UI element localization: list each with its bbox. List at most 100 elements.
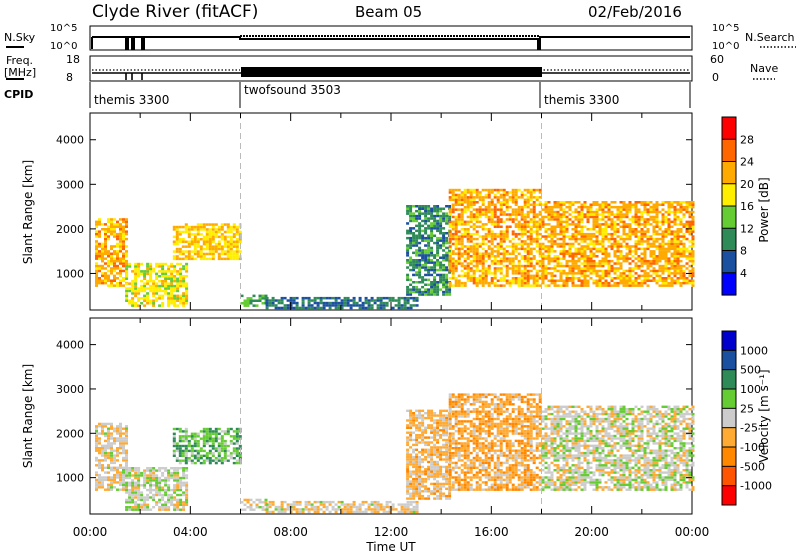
range-gate-cell	[226, 223, 230, 226]
range-gate-cell	[152, 469, 156, 472]
range-gate-cell	[190, 452, 194, 455]
range-gate-cell	[490, 220, 494, 224]
range-gate-cell	[439, 434, 443, 437]
range-gate-cell	[134, 506, 138, 509]
range-gate-cell	[246, 304, 250, 307]
range-gate-cell	[128, 469, 132, 472]
range-gate-cell	[577, 269, 581, 273]
range-gate-cell	[220, 439, 224, 443]
range-gate-cell	[116, 449, 119, 452]
range-gate-cell	[652, 237, 656, 241]
range-gate-cell	[427, 224, 431, 228]
range-gate-cell	[556, 215, 560, 219]
range-gate-cell	[433, 261, 437, 264]
range-gate-cell	[268, 500, 272, 504]
range-gate-cell	[107, 218, 110, 221]
range-gate-cell	[98, 439, 101, 443]
range-gate-cell	[442, 239, 446, 242]
range-gate-cell	[370, 299, 374, 302]
range-gate-cell	[589, 272, 593, 275]
range-gate-cell	[487, 281, 491, 285]
range-gate-cell	[409, 217, 413, 220]
range-gate-cell	[220, 459, 224, 462]
range-gate-cell	[173, 488, 177, 492]
range-gate-cell	[170, 292, 174, 295]
range-gate-cell	[277, 301, 281, 305]
range-gate-cell	[125, 454, 128, 457]
range-gate-cell	[604, 279, 608, 282]
range-gate-cell	[164, 476, 168, 480]
range-gate-cell	[502, 188, 506, 192]
range-gate-cell	[352, 301, 356, 305]
range-gate-cell	[113, 461, 116, 465]
range-gate-cell	[319, 500, 323, 504]
range-gate-cell	[116, 235, 119, 238]
range-gate-cell	[208, 252, 212, 256]
range-gate-cell	[559, 277, 563, 280]
range-gate-cell	[484, 277, 488, 280]
range-gate-cell	[211, 452, 215, 455]
range-gate-cell	[469, 237, 473, 241]
range-gate-cell	[116, 272, 119, 275]
range-gate-cell	[685, 210, 689, 214]
range-gate-cell	[586, 257, 590, 260]
range-gate-cell	[143, 272, 147, 276]
range-gate-cell	[448, 249, 452, 252]
range-gate-cell	[140, 474, 144, 477]
range-gate-cell	[415, 266, 419, 269]
range-gate-cell	[460, 235, 464, 238]
range-gate-cell	[454, 420, 458, 423]
range-gate-cell	[532, 205, 536, 209]
range-gate-cell	[532, 188, 536, 192]
range-gate-cell	[155, 493, 159, 497]
range-gate-cell	[240, 302, 244, 305]
range-gate-cell	[472, 208, 476, 211]
range-gate-cell	[607, 213, 611, 216]
range-gate-cell	[451, 208, 455, 211]
range-gate-cell	[595, 274, 599, 278]
range-gate-cell	[331, 500, 335, 504]
range-gate-cell	[424, 278, 428, 282]
range-gate-cell	[95, 252, 98, 255]
range-gate-cell	[529, 196, 533, 199]
range-gate-cell	[586, 205, 590, 209]
range-gate-cell	[146, 294, 150, 298]
range-gate-cell	[481, 225, 485, 228]
range-gate-cell	[532, 203, 536, 206]
range-gate-cell	[484, 210, 488, 214]
range-gate-cell	[211, 230, 215, 234]
range-gate-cell	[562, 264, 566, 268]
range-gate-cell	[415, 490, 419, 493]
range-gate-cell	[634, 264, 638, 268]
range-gate-cell	[529, 240, 533, 243]
range-gate-cell	[673, 250, 677, 253]
range-gate-cell	[119, 240, 122, 243]
range-gate-cell	[119, 478, 122, 482]
range-gate-cell	[101, 274, 104, 278]
range-gate-cell	[104, 432, 107, 435]
range-gate-cell	[176, 277, 180, 280]
range-gate-cell	[526, 198, 530, 202]
range-gate-cell	[457, 220, 461, 224]
range-gate-cell	[667, 259, 671, 263]
range-gate-cell	[655, 274, 659, 278]
range-gate-cell	[137, 493, 141, 497]
range-gate-cell	[460, 191, 464, 194]
range-gate-cell	[493, 255, 497, 258]
range-gate-cell	[595, 255, 599, 258]
range-gate-cell	[167, 284, 171, 288]
range-gate-cell	[125, 232, 128, 236]
range-gate-cell	[496, 242, 500, 246]
range-gate-cell	[643, 277, 647, 280]
range-gate-cell	[592, 281, 596, 285]
range-gate-cell	[583, 215, 587, 219]
range-gate-cell	[664, 281, 668, 285]
range-gate-cell	[640, 203, 644, 206]
range-gate-cell	[649, 242, 653, 246]
range-gate-cell	[172, 437, 176, 440]
range-gate-cell	[137, 304, 141, 307]
range-gate-cell	[646, 208, 650, 211]
range-gate-cell	[196, 238, 200, 241]
range-gate-cell	[95, 262, 98, 265]
scatter-region	[406, 205, 452, 296]
